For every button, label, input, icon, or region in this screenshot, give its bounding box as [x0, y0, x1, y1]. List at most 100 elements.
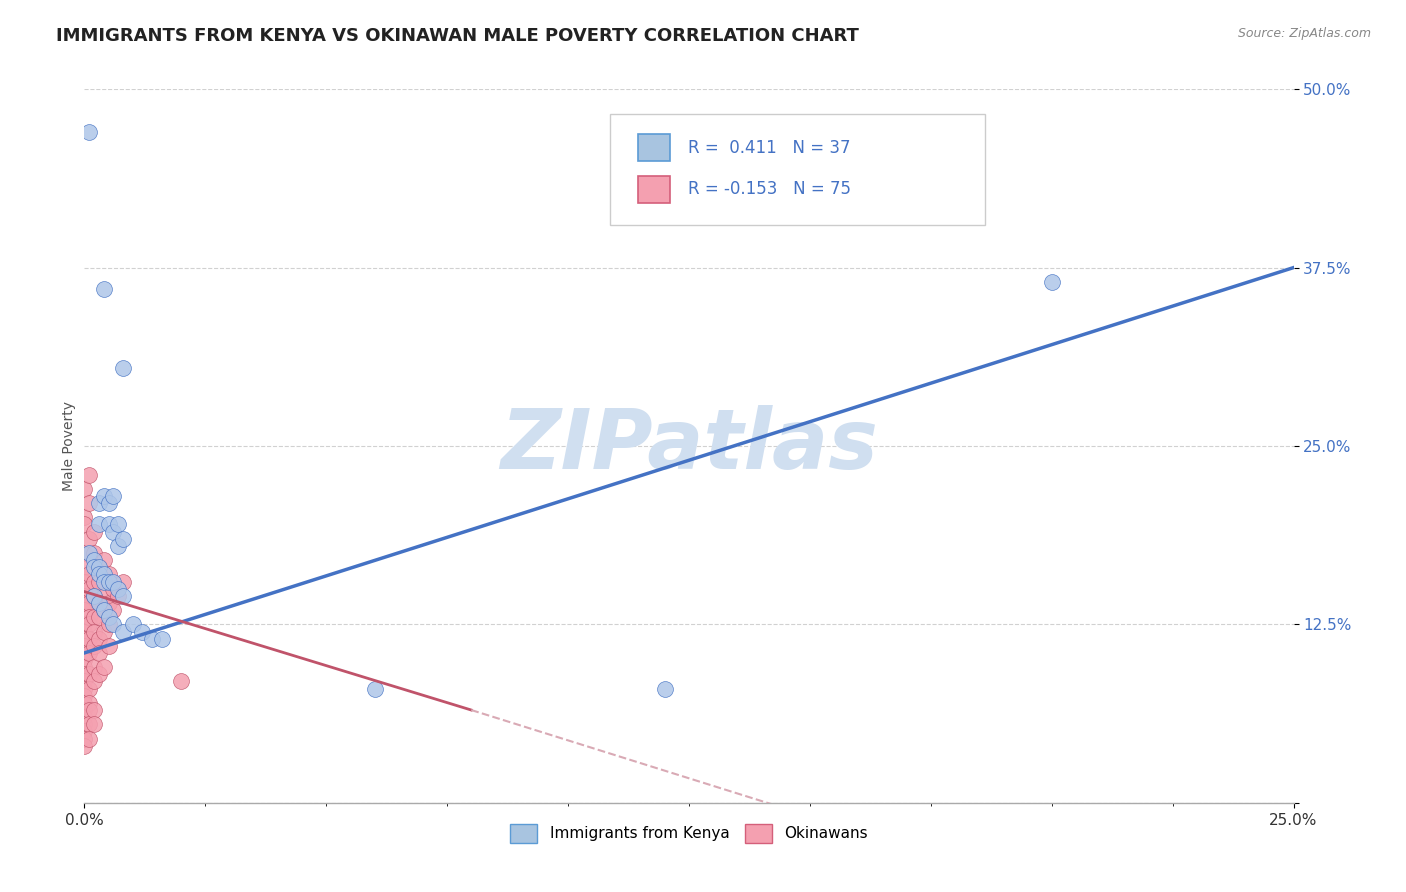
Point — [93, 660, 115, 674]
Point — [77, 496, 100, 510]
Point — [87, 567, 110, 582]
Point — [97, 610, 120, 624]
Point — [77, 667, 100, 681]
Point — [77, 467, 100, 482]
Point — [107, 517, 129, 532]
Point — [87, 596, 110, 610]
Point — [93, 603, 115, 617]
Point — [97, 567, 120, 582]
Point — [73, 546, 96, 560]
FancyBboxPatch shape — [638, 134, 671, 161]
Point — [93, 603, 115, 617]
Point — [87, 574, 110, 589]
Point — [83, 717, 105, 731]
Point — [77, 632, 100, 646]
Point — [73, 624, 96, 639]
Point — [97, 596, 120, 610]
Point — [83, 639, 105, 653]
Point — [103, 617, 125, 632]
Point — [73, 517, 96, 532]
Point — [83, 674, 105, 689]
Point — [107, 589, 129, 603]
Point — [97, 639, 120, 653]
Text: R =  0.411   N = 37: R = 0.411 N = 37 — [689, 139, 851, 157]
Text: Source: ZipAtlas.com: Source: ZipAtlas.com — [1237, 27, 1371, 40]
Point — [83, 589, 105, 603]
Point — [103, 582, 125, 596]
Point — [83, 560, 105, 574]
Point — [121, 617, 143, 632]
Point — [73, 731, 96, 746]
Point — [73, 574, 96, 589]
Point — [87, 632, 110, 646]
Point — [73, 596, 96, 610]
Point — [112, 574, 135, 589]
Point — [87, 560, 110, 574]
Point — [73, 589, 96, 603]
Point — [150, 632, 173, 646]
Point — [363, 681, 385, 696]
Point — [73, 689, 96, 703]
Point — [77, 532, 100, 546]
Point — [73, 660, 96, 674]
Point — [73, 510, 96, 524]
Point — [83, 660, 105, 674]
Point — [77, 696, 100, 710]
Point — [73, 653, 96, 667]
Point — [97, 496, 120, 510]
Point — [131, 624, 153, 639]
Text: IMMIGRANTS FROM KENYA VS OKINAWAN MALE POVERTY CORRELATION CHART: IMMIGRANTS FROM KENYA VS OKINAWAN MALE P… — [56, 27, 859, 45]
Point — [93, 553, 115, 567]
Point — [112, 532, 135, 546]
Point — [103, 524, 125, 539]
Point — [73, 667, 96, 681]
Point — [77, 703, 100, 717]
Point — [97, 517, 120, 532]
Point — [73, 724, 96, 739]
Point — [77, 546, 100, 560]
Point — [73, 674, 96, 689]
FancyBboxPatch shape — [638, 176, 671, 202]
Point — [73, 739, 96, 753]
Point — [97, 617, 120, 632]
Point — [83, 703, 105, 717]
Point — [83, 546, 105, 560]
Point — [73, 696, 96, 710]
Point — [77, 617, 100, 632]
Point — [93, 574, 115, 589]
Point — [83, 553, 105, 567]
Point — [87, 517, 110, 532]
Point — [1040, 275, 1063, 289]
Point — [93, 567, 115, 582]
Point — [77, 567, 100, 582]
Point — [141, 632, 163, 646]
Point — [170, 674, 193, 689]
Point — [77, 717, 100, 731]
Point — [73, 646, 96, 660]
Point — [87, 560, 110, 574]
Point — [87, 667, 110, 681]
Text: R = -0.153   N = 75: R = -0.153 N = 75 — [689, 180, 852, 198]
Point — [73, 603, 96, 617]
Point — [107, 539, 129, 553]
Point — [77, 582, 100, 596]
Point — [83, 589, 105, 603]
Point — [73, 703, 96, 717]
Point — [77, 596, 100, 610]
Point — [73, 617, 96, 632]
Point — [103, 489, 125, 503]
Point — [103, 603, 125, 617]
Point — [87, 596, 110, 610]
FancyBboxPatch shape — [610, 114, 986, 225]
Point — [112, 589, 135, 603]
Point — [93, 489, 115, 503]
Point — [83, 574, 105, 589]
Point — [93, 624, 115, 639]
Point — [77, 646, 100, 660]
Point — [77, 681, 100, 696]
Point — [87, 646, 110, 660]
Text: ZIPatlas: ZIPatlas — [501, 406, 877, 486]
Point — [73, 560, 96, 574]
Point — [93, 589, 115, 603]
Legend: Immigrants from Kenya, Okinawans: Immigrants from Kenya, Okinawans — [503, 818, 875, 848]
